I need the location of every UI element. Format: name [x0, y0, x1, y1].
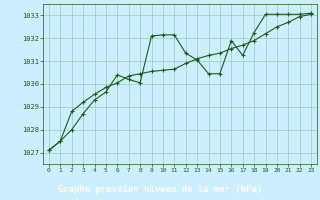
Text: Graphe pression niveau de la mer (hPa): Graphe pression niveau de la mer (hPa): [58, 185, 262, 194]
